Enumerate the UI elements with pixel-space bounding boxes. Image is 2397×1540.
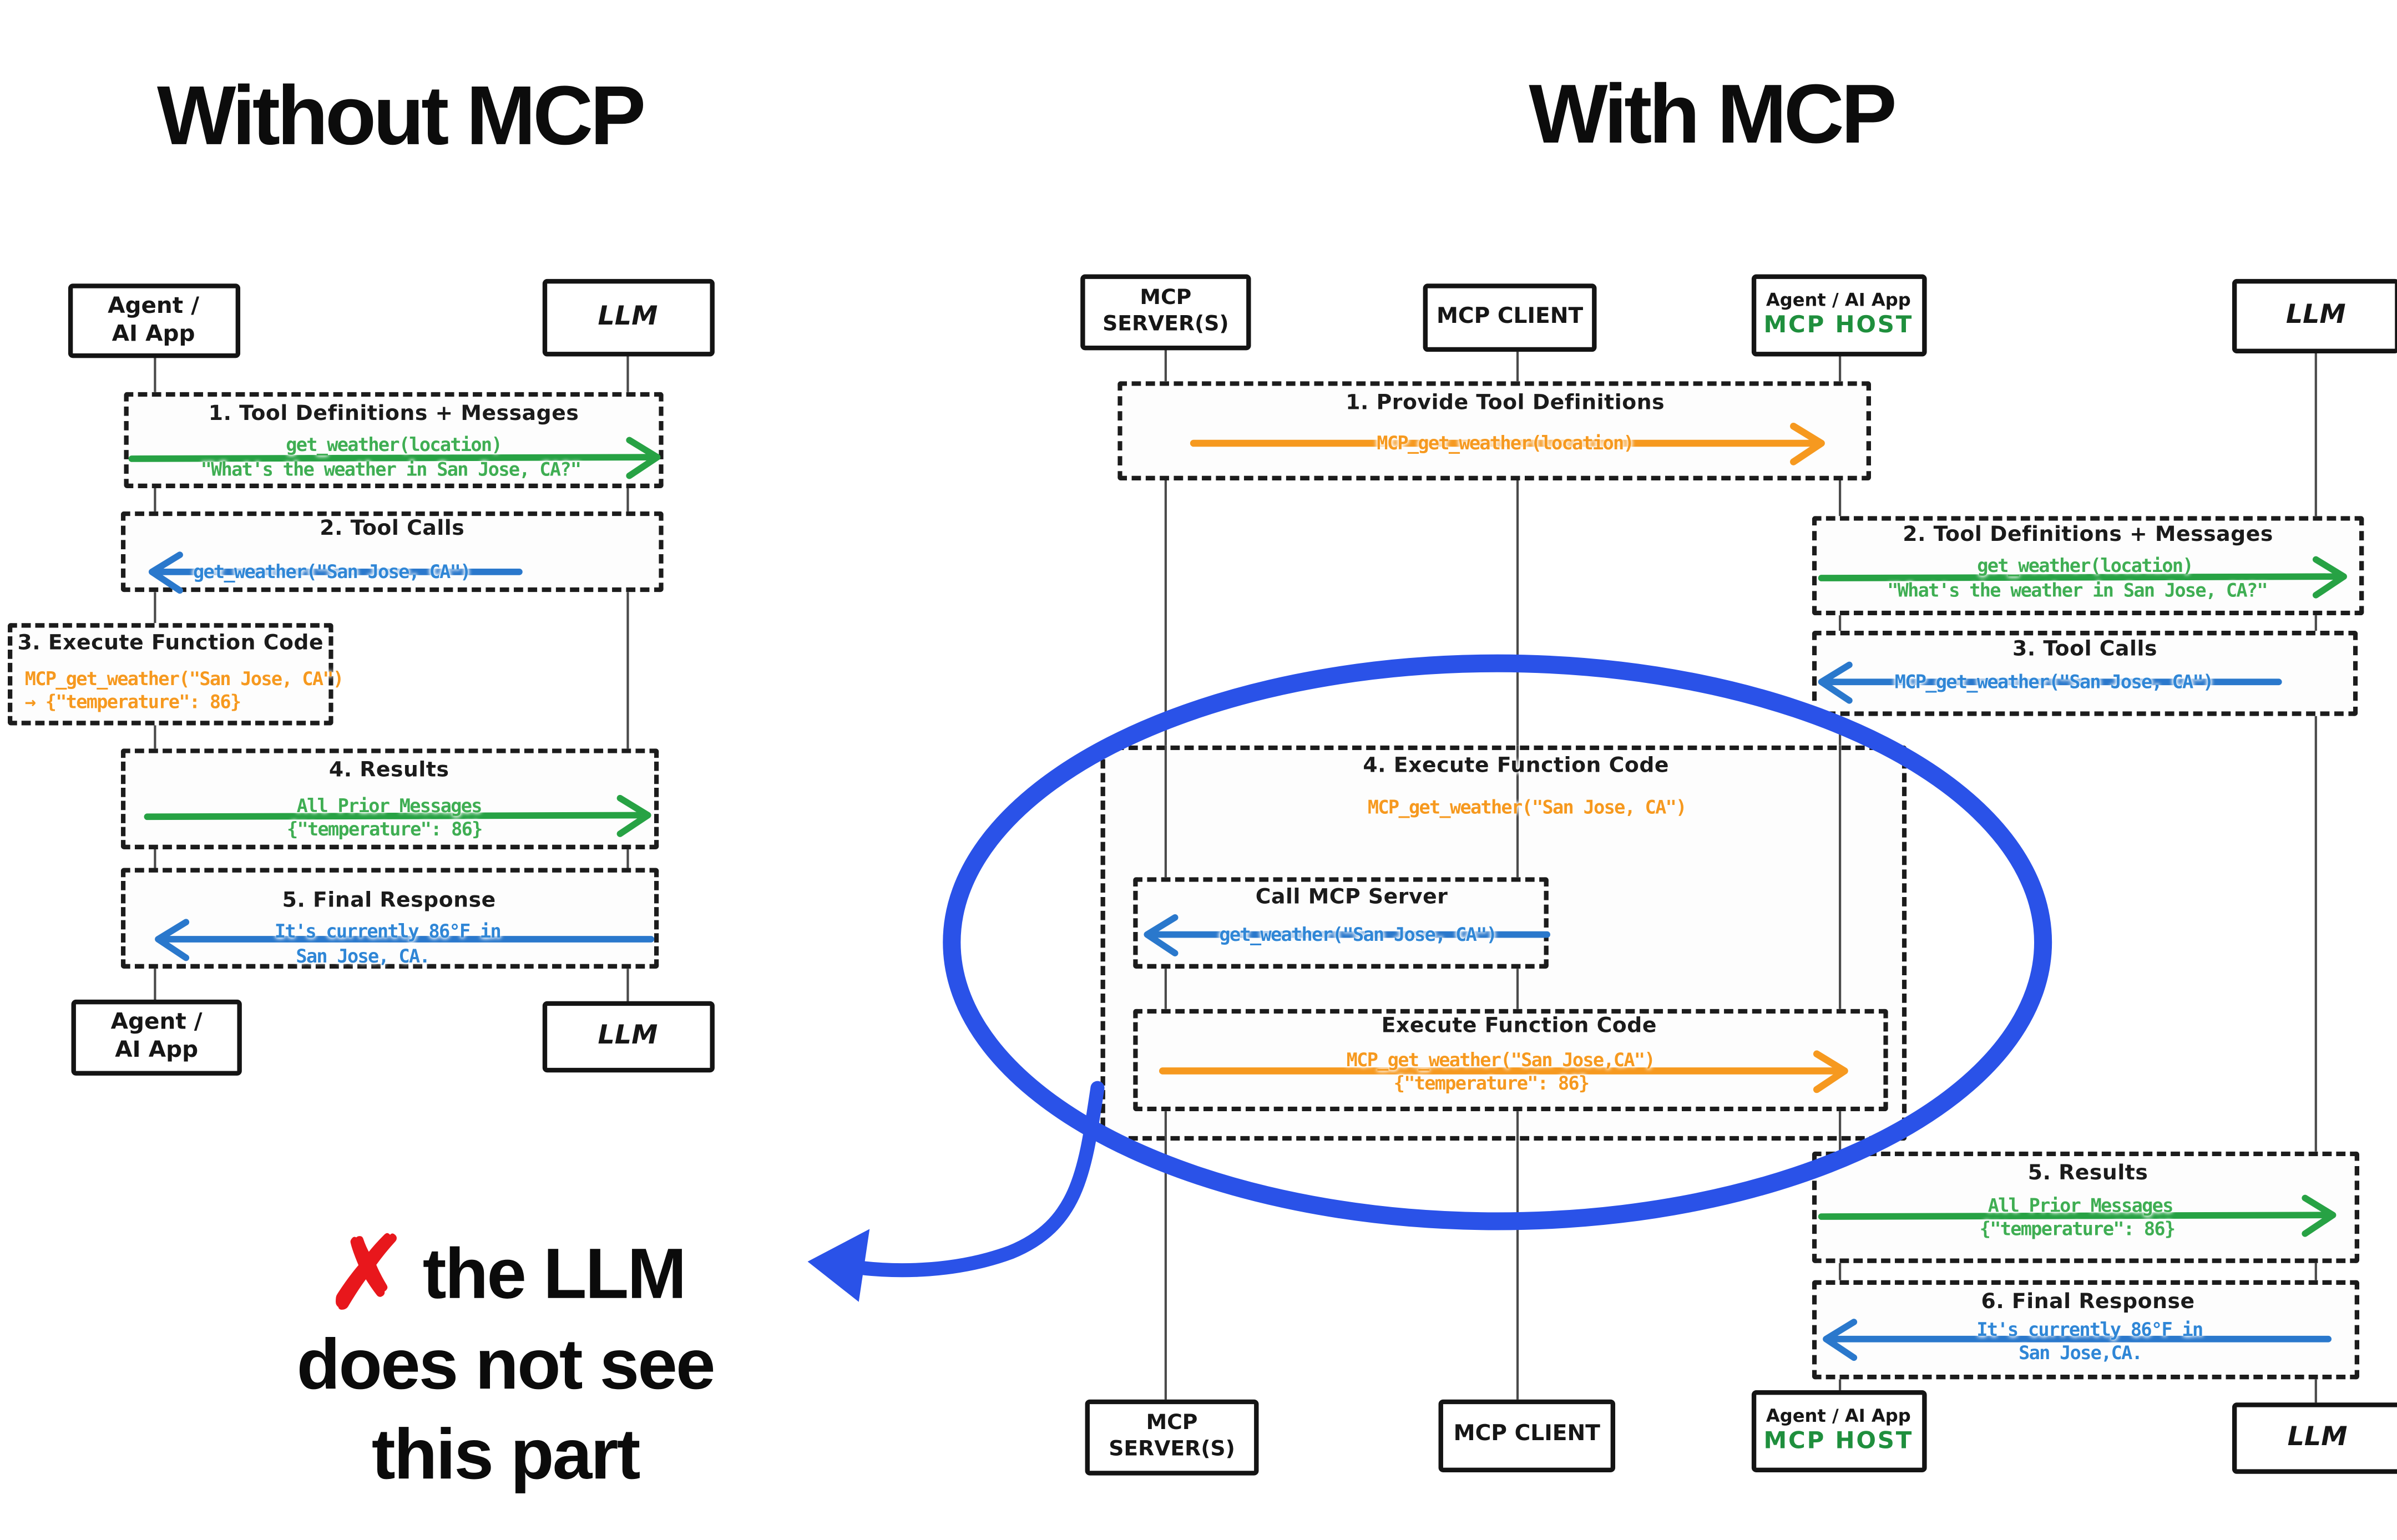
right-step6-title: 6. Final Response — [1981, 1289, 2195, 1315]
right-actor-host-bottom-label: Agent / AI App MCP HOST — [1764, 1405, 1914, 1456]
agent-line1: Agent / — [110, 1010, 203, 1035]
right-step5-code2: {"temperature": 86} — [1979, 1218, 2176, 1240]
annotation-line1-text: the LLM — [422, 1233, 687, 1314]
left-step1-box — [124, 392, 664, 489]
server-line2: SERVER(S) — [1103, 311, 1229, 337]
left-actor-agent-top-box — [68, 283, 241, 358]
server-line1: MCP — [1146, 1410, 1198, 1436]
host-line1: Agent / AI App — [1766, 1405, 1911, 1427]
host-line2: MCP HOST — [1763, 311, 1914, 340]
right-step1-code: MCP_get_weather(location) — [1377, 432, 1634, 454]
right-step1-title: 1. Provide Tool Definitions — [1346, 391, 1665, 416]
right-step5-title: 5. Results — [2027, 1161, 2148, 1186]
right-actor-host-bottom-box — [1751, 1390, 1927, 1473]
right-actor-server-top-label: MCP SERVER(S) — [1103, 285, 1229, 337]
host-line1: Agent / AI App — [1766, 288, 1911, 311]
left-step5-code1: It's currently 86°F in — [274, 920, 502, 943]
right-actor-llm-bottom-label: LLM — [2287, 1421, 2348, 1453]
right-step5-code1: All Prior Messages — [1988, 1194, 2174, 1217]
right-step4b-code1: MCP_get_weather("San Jose,CA") — [1346, 1049, 1656, 1071]
left-step1-code: get_weather(location) — [286, 434, 502, 456]
left-step4-code1: All Prior Messages — [296, 795, 483, 817]
right-step2-code: get_weather(location) — [1977, 555, 2193, 577]
left-actor-agent-top-label: Agent / AI App — [108, 293, 199, 349]
left-step2-box — [120, 511, 664, 592]
right-actor-server-top-box — [1080, 274, 1251, 351]
right-actor-client-bottom-box — [1438, 1399, 1616, 1473]
left-actor-llm-top-label: LLM — [598, 301, 658, 332]
left-step4-code2: {"temperature": 86} — [287, 818, 483, 840]
right-step4-code: MCP_get_weather("San Jose, CA") — [1367, 796, 1687, 819]
right-step4b-code2: {"temperature": 86} — [1393, 1072, 1590, 1095]
left-actor-llm-bottom-label: LLM — [598, 1020, 658, 1052]
left-step5-title: 5. Final Response — [282, 888, 496, 913]
right-title: With MCP — [1529, 68, 1897, 161]
right-step1-box — [1117, 381, 1871, 481]
right-actor-server-bottom-label: MCP SERVER(S) — [1109, 1411, 1235, 1463]
right-actor-client-bottom-label: MCP CLIENT — [1453, 1421, 1600, 1447]
right-step4a-title: Call MCP Server — [1255, 885, 1448, 910]
left-actor-agent-bottom-label: Agent / AI App — [111, 1009, 203, 1065]
right-step4-title: 4. Execute Function Code — [1363, 753, 1670, 778]
right-actor-host-top-box — [1751, 274, 1927, 357]
right-step2-quote: "What's the weather in San Jose, CA?" — [1887, 579, 2268, 601]
right-step3-code: MCP_get_weather("San Jose, CA") — [1894, 671, 2214, 693]
right-actor-client-top-box — [1423, 283, 1597, 352]
annotation-line3: this part — [371, 1413, 641, 1495]
left-step2-title: 2. Tool Calls — [320, 516, 465, 541]
right-step6-code1: It's currently 86°F in — [1976, 1319, 2203, 1341]
host-line2: MCP HOST — [1763, 1427, 1914, 1455]
left-step1-title: 1. Tool Definitions + Messages — [208, 401, 579, 427]
x-mark-icon: ✗ — [325, 1217, 409, 1329]
left-step5-box — [120, 868, 659, 969]
right-actor-host-top-label: Agent / AI App MCP HOST — [1764, 289, 1914, 341]
left-step3-code1: MCP_get_weather("San Jose, CA") — [24, 668, 344, 690]
left-step4-box — [120, 748, 659, 849]
agent-line2: AI App — [115, 1038, 199, 1063]
left-step4-title: 4. Results — [328, 758, 449, 783]
right-actor-llm-top-label: LLM — [2285, 300, 2346, 331]
right-actor-llm-top-box — [2232, 278, 2397, 353]
callout-arrowhead — [807, 1229, 870, 1302]
server-line1: MCP — [1140, 285, 1192, 311]
right-actor-server-bottom-box — [1085, 1399, 1259, 1476]
right-actor-llm-bottom-box — [2232, 1402, 2397, 1474]
agent-line2: AI App — [112, 322, 195, 347]
right-step6-code2: San Jose,CA. — [2019, 1342, 2143, 1364]
right-step2-title: 2. Tool Definitions + Messages — [1903, 522, 2273, 548]
right-step4b-title: Execute Function Code — [1381, 1014, 1657, 1039]
right-actor-client-top-label: MCP CLIENT — [1436, 304, 1584, 329]
right-step2-box — [1812, 516, 2364, 616]
left-actor-agent-bottom-box — [71, 999, 242, 1076]
left-step3-title: 3. Execute Function Code — [17, 631, 324, 656]
left-step5-code2: San Jose, CA. — [296, 945, 430, 967]
left-step1-quote: "What's the weather in San Jose, CA?" — [200, 458, 581, 481]
annotation-line1: ✗ the LLM — [325, 1216, 687, 1333]
callout-arrow — [842, 1081, 1105, 1278]
agent-line1: Agent / — [108, 294, 200, 320]
right-step4a-code: get_weather("San Jose, CA") — [1219, 924, 1497, 946]
left-step2-code: get_weather("San Jose, CA") — [193, 561, 471, 583]
right-step6-box — [1812, 1280, 2360, 1380]
right-step3-title: 3. Tool Calls — [2012, 637, 2158, 662]
left-step3-code2: → {"temperature": 86} — [24, 691, 241, 713]
left-title: Without MCP — [156, 69, 646, 163]
left-step3-box — [7, 623, 333, 726]
annotation-line2: does not see — [296, 1323, 716, 1405]
server-line2: SERVER(S) — [1109, 1436, 1235, 1462]
